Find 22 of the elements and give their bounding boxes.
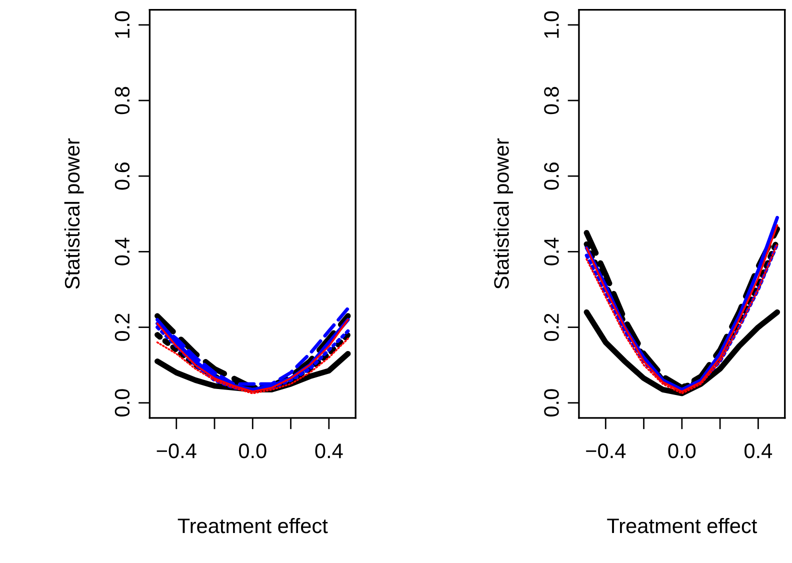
x-tick-label: −0.4: [586, 444, 626, 458]
x-tick-label: 0.0: [238, 444, 266, 458]
x-axis-title: Treatment effect: [607, 518, 758, 534]
x-tick-label: 0.4: [315, 444, 343, 458]
y-axis-title: Statistical power: [494, 138, 514, 289]
x-tick-label: 0.0: [668, 444, 696, 458]
y-tick-label: 0.6: [114, 162, 130, 190]
y-tick-label: 0.0: [114, 389, 130, 417]
y-tick-label: 0.8: [544, 86, 559, 114]
x-tick-label: −0.4: [156, 444, 196, 458]
x-axis-title: Treatment effect: [178, 518, 328, 534]
y-tick-label: 1.0: [114, 11, 130, 38]
y-tick-label: 1.0: [544, 11, 559, 38]
y-tick-label: 0.4: [544, 238, 559, 266]
y-axis-title: Statistical power: [64, 138, 84, 289]
x-tick-label: 0.4: [744, 444, 772, 458]
y-tick-label: 0.0: [544, 389, 559, 417]
y-tick-label: 0.8: [114, 86, 130, 114]
y-tick-label: 0.2: [114, 314, 130, 341]
y-tick-label: 0.4: [114, 238, 130, 266]
y-tick-label: 0.6: [544, 162, 559, 190]
y-tick-label: 0.2: [544, 314, 559, 341]
